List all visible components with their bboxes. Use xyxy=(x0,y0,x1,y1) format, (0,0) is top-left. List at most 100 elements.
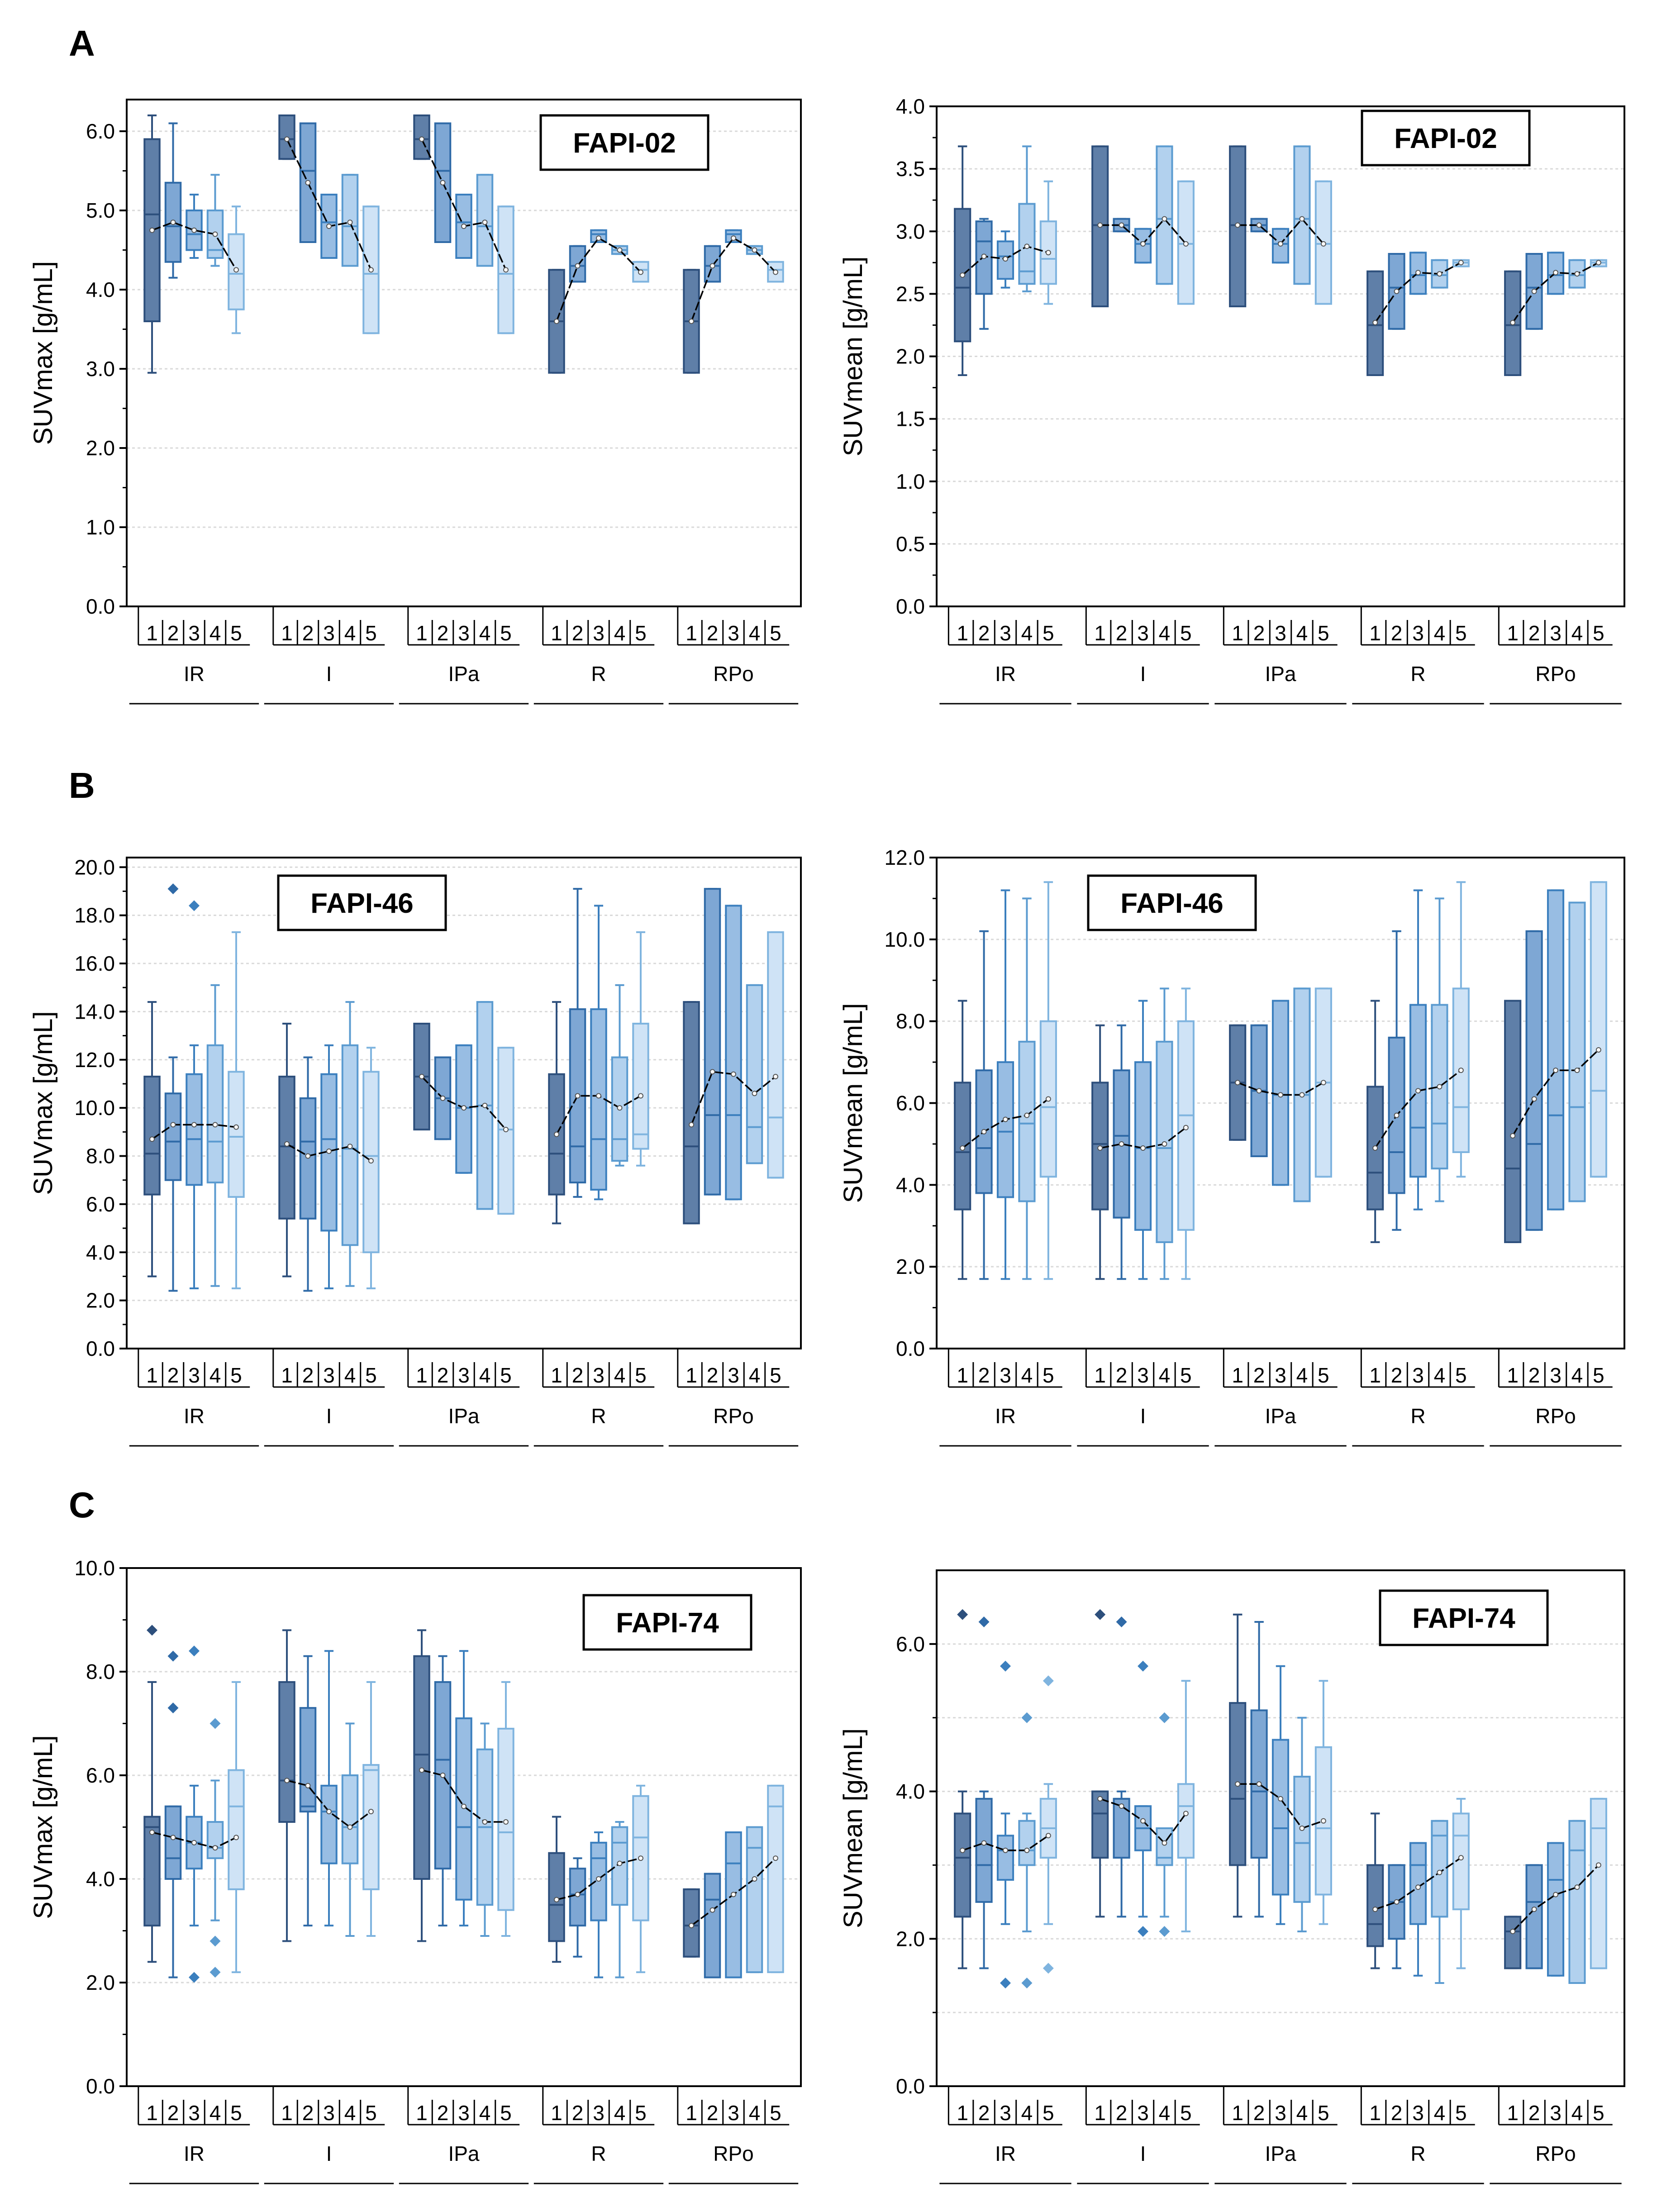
outlier-point xyxy=(167,1650,179,1662)
mean-marker xyxy=(170,219,176,225)
mean-marker xyxy=(1183,241,1189,247)
sub-label: 1 xyxy=(1094,621,1106,645)
chart-a-suvmean: 0.0 0.5 1.0 1.5 2.0 2.5 3.0 3.5 4.0 SUVmean [g/mL… xyxy=(838,95,1625,705)
sub-label: 5 xyxy=(1043,1363,1054,1387)
sub-label: 5 xyxy=(500,1363,512,1387)
mean-marker xyxy=(347,1824,353,1830)
category-label-R: R xyxy=(591,662,606,686)
box-I-1 xyxy=(278,1681,295,1823)
mean-marker xyxy=(284,136,290,142)
box-RPo-1 xyxy=(1504,1000,1522,1243)
sub-label: 3 xyxy=(1275,1363,1286,1387)
sub-label: 4 xyxy=(1021,2101,1033,2125)
box-IPa-4 xyxy=(1293,1776,1311,1903)
mean-marker xyxy=(1119,1141,1124,1147)
outlier-point xyxy=(1021,1712,1033,1723)
mean-marker xyxy=(752,247,757,253)
sub-label: 4 xyxy=(1021,621,1033,645)
y-tick-label: 12.0 xyxy=(884,846,925,869)
y-axis-title: SUVmax [g/mL] xyxy=(29,1735,58,1919)
mean-marker xyxy=(1394,1899,1400,1905)
mean-marker xyxy=(1415,270,1421,276)
sub-label: 2 xyxy=(167,621,179,645)
sub-label: 2 xyxy=(707,1363,719,1387)
sub-label: 3 xyxy=(323,1363,335,1387)
mean-marker xyxy=(503,1127,509,1133)
y-tick-label: 10.0 xyxy=(74,1096,115,1120)
mean-marker xyxy=(575,1892,581,1897)
mean-marker xyxy=(1003,1847,1008,1853)
mean-marker xyxy=(326,1809,332,1815)
box-RPo-2 xyxy=(1525,930,1543,1231)
sub-label: 2 xyxy=(167,1363,179,1387)
y-tick-label: 4.0 xyxy=(896,95,925,118)
category-label-I: I xyxy=(326,1404,332,1428)
sub-label: 5 xyxy=(1180,621,1192,645)
y-tick-label: 12.0 xyxy=(74,1048,115,1072)
sub-label: 4 xyxy=(1021,1363,1033,1387)
outlier-point xyxy=(210,1936,221,1947)
sub-label: 2 xyxy=(1253,621,1265,645)
category-label-I: I xyxy=(326,2142,332,2165)
sub-label: 4 xyxy=(1434,621,1446,645)
sub-label: 4 xyxy=(344,1363,356,1387)
sub-label: 5 xyxy=(635,621,647,645)
mean-marker xyxy=(1458,1855,1464,1861)
mean-marker xyxy=(1278,241,1283,247)
sub-label: 2 xyxy=(1528,2101,1540,2125)
sub-label: 5 xyxy=(500,621,512,645)
sub-label: 5 xyxy=(365,621,377,645)
outlier-point xyxy=(957,1609,968,1620)
tracer-label: FAPI-74 xyxy=(1379,1589,1549,1646)
mean-marker xyxy=(1003,1116,1008,1122)
box-IR-4 xyxy=(1018,1820,1036,1866)
mean-marker xyxy=(1553,270,1558,276)
y-tick-label: 5.0 xyxy=(86,199,115,222)
y-tick-label: 18.0 xyxy=(74,904,115,927)
sub-label: 2 xyxy=(302,1363,314,1387)
y-tick-label: 0.0 xyxy=(86,1337,115,1360)
sub-label: 4 xyxy=(1159,621,1171,645)
box-RPo-3 xyxy=(1547,889,1565,1211)
sub-label: 1 xyxy=(1507,621,1519,645)
category-label-R: R xyxy=(1410,1404,1425,1428)
box-R-5 xyxy=(632,261,649,283)
box-IPa-3 xyxy=(455,1717,472,1901)
mean-marker xyxy=(1140,241,1146,247)
outlier-point xyxy=(1095,1609,1106,1620)
panel-letter-c: C xyxy=(69,1485,95,1525)
box-IR-1 xyxy=(954,1812,971,1918)
mean-marker xyxy=(284,1778,290,1783)
box-IPa-4 xyxy=(1293,145,1311,285)
mean-marker xyxy=(1045,250,1051,256)
mean-marker xyxy=(1510,319,1516,325)
mean-marker xyxy=(1510,1929,1516,1934)
category-label-I: I xyxy=(1140,662,1146,686)
plot-frame xyxy=(126,99,802,607)
sub-label: 4 xyxy=(1159,1363,1171,1387)
mean-marker xyxy=(596,1093,601,1099)
sub-label: 4 xyxy=(210,1363,221,1387)
sub-label: 4 xyxy=(1296,621,1308,645)
mean-marker xyxy=(1183,1811,1189,1816)
sub-label: 2 xyxy=(1528,621,1540,645)
sub-label: 5 xyxy=(1318,621,1329,645)
mean-marker xyxy=(1119,1803,1124,1809)
mean-marker xyxy=(772,1073,778,1079)
sub-label: 5 xyxy=(635,2101,647,2125)
mean-marker xyxy=(170,1835,176,1840)
sub-label: 1 xyxy=(1094,1363,1106,1387)
box-I-4 xyxy=(1156,145,1173,285)
sub-label: 2 xyxy=(707,621,719,645)
box-IR-4 xyxy=(206,1821,224,1859)
sub-label: 4 xyxy=(1434,1363,1446,1387)
mean-marker xyxy=(461,224,467,229)
sub-label: 3 xyxy=(1412,621,1424,645)
category-label-R: R xyxy=(1410,2142,1425,2165)
sub-label: 4 xyxy=(479,621,491,645)
mean-marker xyxy=(419,1767,425,1773)
sub-label: 2 xyxy=(1253,2101,1265,2125)
sub-label: 3 xyxy=(1550,1363,1562,1387)
box-I-1 xyxy=(278,114,295,160)
box-IR-1 xyxy=(143,1075,161,1196)
